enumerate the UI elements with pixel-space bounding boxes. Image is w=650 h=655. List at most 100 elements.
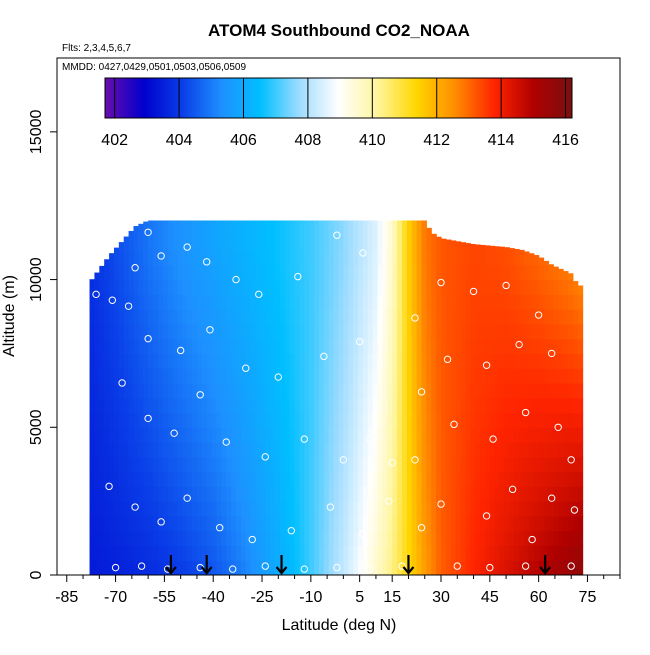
heatmap-cell [206,560,213,575]
heatmap-cell [157,382,164,399]
heatmap-cell [470,515,476,532]
heatmap-cell [196,427,203,443]
heatmap-cell [416,264,423,281]
heatmap-cell [270,338,276,355]
heatmap-cell [480,264,486,281]
heatmap-cell [187,220,193,236]
heatmap-cell [348,486,354,502]
heatmap-cell [353,323,359,340]
heatmap-cell [279,427,286,443]
heatmap-cell [299,294,305,310]
heatmap-cell [441,309,447,325]
heatmap-cell [196,456,203,473]
heatmap-cell [499,294,506,310]
heatmap-cell [377,397,384,414]
heatmap-cell [192,427,198,443]
heatmap-cell [113,309,120,325]
heatmap-cell [113,545,120,561]
heatmap-cell [294,412,301,428]
heatmap-cell [196,382,203,399]
heatmap-cell [216,560,222,575]
heatmap-cell [299,456,305,473]
heatmap-cell [294,382,301,399]
heatmap-cell [148,486,154,502]
heatmap-cell [489,294,496,310]
heatmap-cell [524,353,530,369]
heatmap-cell [216,501,222,517]
heatmap-cell [309,560,315,575]
heatmap-cell [314,279,320,295]
heatmap-cell [572,560,579,575]
heatmap-cell [206,279,213,295]
heatmap-cell [138,368,144,384]
heatmap-cell [372,250,379,266]
heatmap-cell [460,264,467,281]
heatmap-cell [431,427,437,443]
heatmap-cell [182,560,188,575]
heatmap-cell [89,560,96,575]
heatmap-cell [465,353,471,369]
heatmap-cell [441,471,447,487]
heatmap-cell [128,456,135,473]
heatmap-cell [441,323,447,340]
heatmap-cell [577,515,584,532]
heatmap-cell [524,309,530,325]
heatmap-cell [382,442,388,458]
heatmap-cell [289,294,296,310]
heatmap-cell [372,486,379,502]
heatmap-cell [480,501,486,517]
heatmap-cell [401,382,408,399]
heatmap-cell [509,368,515,384]
heatmap-cell [426,545,432,561]
heatmap-cell [426,227,432,236]
heatmap-cell [216,338,222,355]
heatmap-cell [445,338,452,355]
heatmap-cell [221,397,227,414]
heatmap-cell [455,279,462,295]
heatmap-cell [338,220,344,236]
heatmap-cell [148,250,154,266]
heatmap-cell [118,338,125,355]
heatmap-cell [411,427,418,443]
heatmap-cell [187,353,193,369]
heatmap-cell [216,323,222,340]
heatmap-cell [94,456,100,473]
heatmap-cell [284,264,291,281]
heatmap-cell [240,309,247,325]
plot-frame [56,57,621,576]
sample-point [157,252,165,260]
heatmap-cell [367,235,374,251]
heatmap-cell [494,442,501,458]
sample-point [453,562,461,570]
heatmap-cell [250,515,257,532]
heatmap-cell [235,501,242,517]
heatmap-cell [211,220,218,236]
heatmap-cell [133,294,139,310]
heatmap-cell [284,397,291,414]
heatmap-cell [480,560,486,575]
heatmap-cell [367,427,374,443]
heatmap-cell [504,353,510,369]
heatmap-cell [138,412,144,428]
heatmap-cell [441,264,447,281]
heatmap-cell [221,235,227,251]
heatmap-cell [196,368,203,384]
heatmap-cell [436,545,442,561]
heatmap-cell [187,397,193,414]
heatmap-cell [397,294,403,310]
heatmap-cell [104,382,110,399]
heatmap-cell [162,309,169,325]
heatmap-cell [216,471,222,487]
heatmap-cell [167,515,174,532]
heatmap-cell [192,515,198,532]
heatmap-cell [377,456,384,473]
heatmap-cell [553,412,559,428]
heatmap-cell [148,471,154,487]
heatmap-cell [314,368,320,384]
heatmap-cell [504,250,510,266]
heatmap-cell [299,427,305,443]
heatmap-cell [484,245,491,251]
heatmap-cell [421,545,427,561]
heatmap-cell [465,515,471,532]
heatmap-cell [299,412,305,428]
